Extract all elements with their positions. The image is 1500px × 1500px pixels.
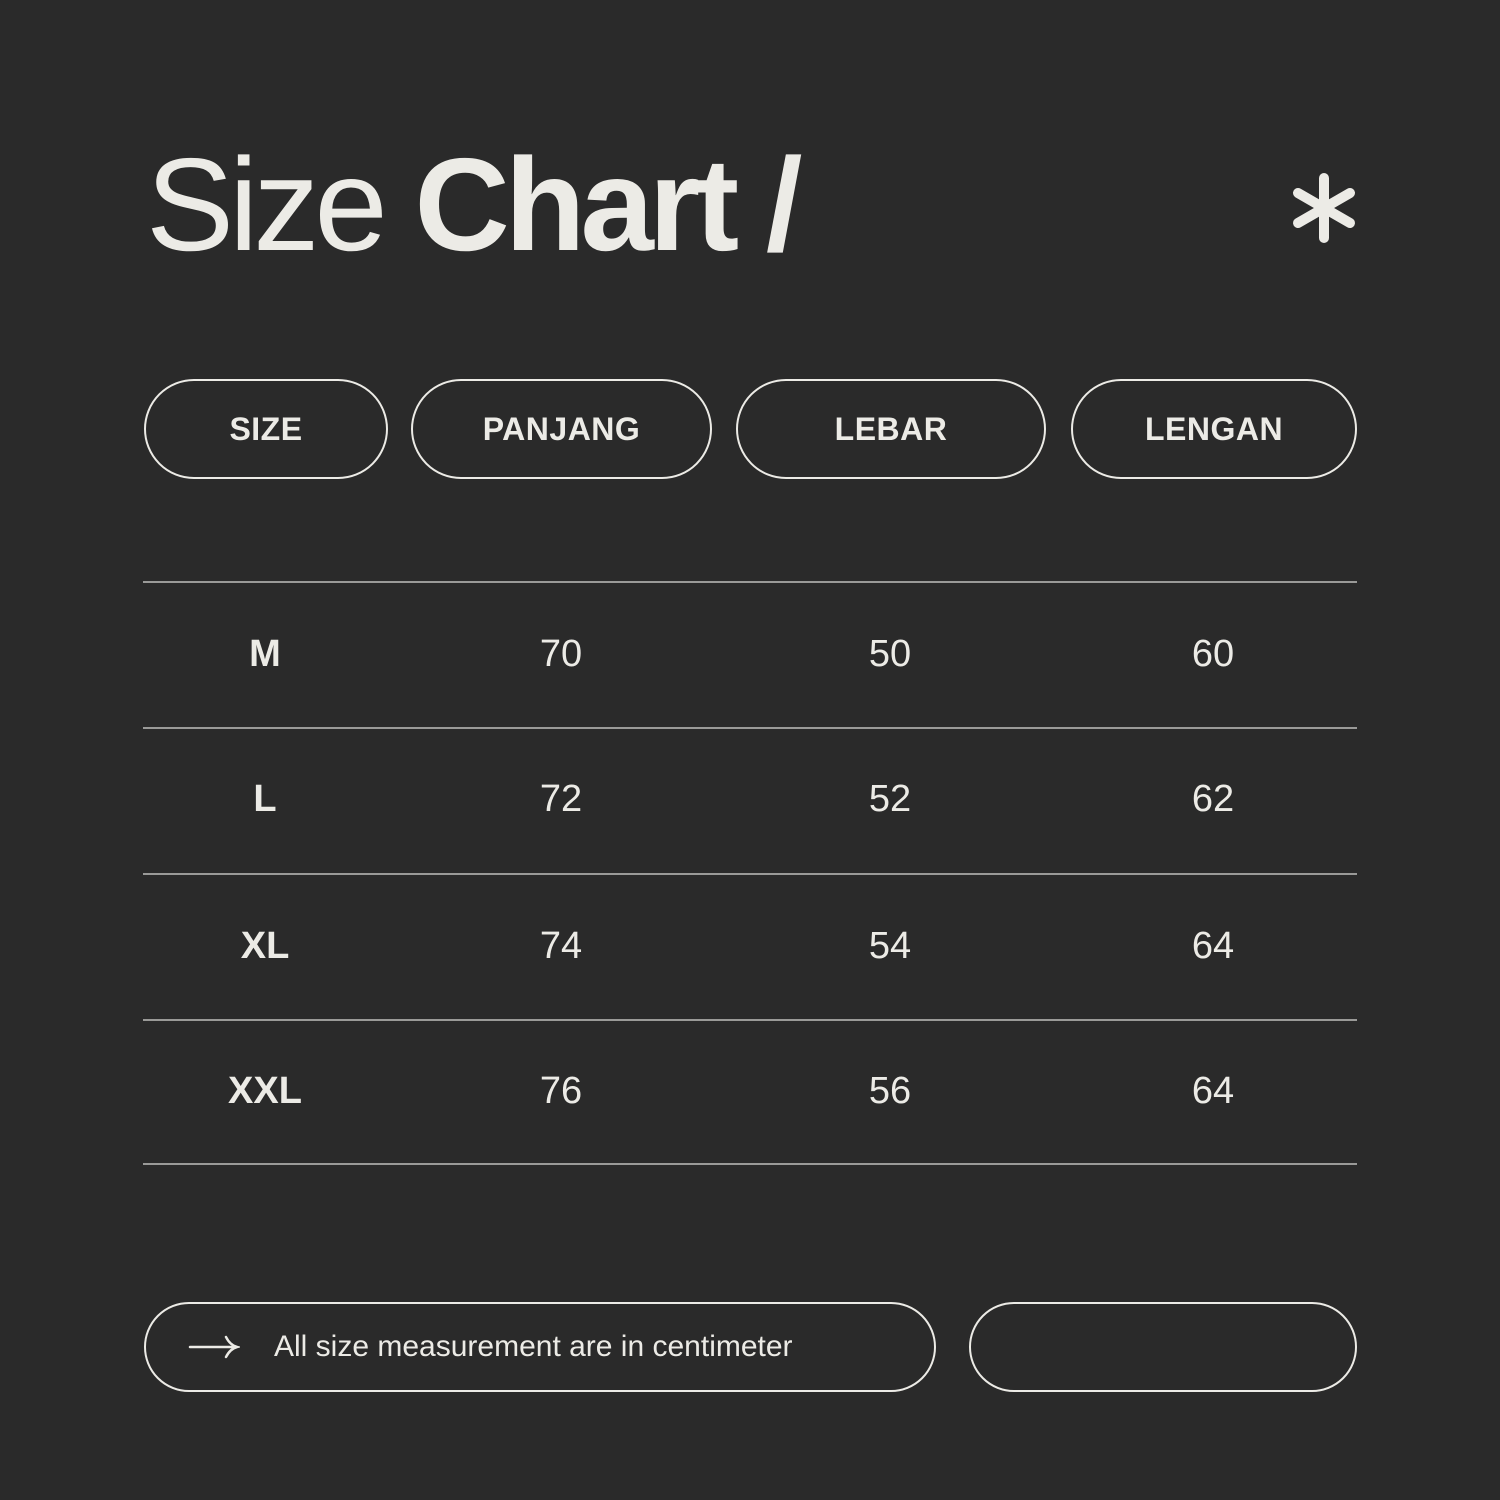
cell-lebar: 54 [868,925,912,967]
cell-panjang: 72 [539,778,583,820]
title-light: Size [146,131,388,278]
header-lengan: LENGAN [1071,379,1357,479]
header-panjang: PANJANG [411,379,712,479]
cell-lebar: 50 [868,633,912,675]
cell-panjang: 76 [539,1070,583,1112]
note-text: All size measurement are in centimeter [274,1330,793,1363]
cell-size: XXL [228,1070,302,1112]
divider [143,727,1357,729]
header-lebar: LEBAR [736,379,1046,479]
cell-lebar: 56 [868,1070,912,1112]
cell-size: XL [240,925,290,967]
divider [143,1019,1357,1021]
cell-panjang: 70 [539,633,583,675]
header-size: SIZE [144,379,388,479]
measurement-note: All size measurement are in centimeter [144,1302,936,1392]
divider [143,581,1357,583]
cell-size: M [249,633,281,675]
page-title: Size Chart / [146,130,803,280]
cell-lengan: 64 [1191,925,1235,967]
divider [143,873,1357,875]
arrow-right-icon [188,1335,240,1359]
divider [143,1163,1357,1165]
cell-lengan: 60 [1191,633,1235,675]
title-bold: Chart / [414,131,802,278]
cell-size: L [253,778,277,820]
cell-panjang: 74 [539,925,583,967]
empty-pill [969,1302,1357,1392]
cell-lebar: 52 [868,778,912,820]
cell-lengan: 62 [1191,778,1235,820]
cell-lengan: 64 [1191,1070,1235,1112]
asterisk-icon [1293,173,1355,243]
